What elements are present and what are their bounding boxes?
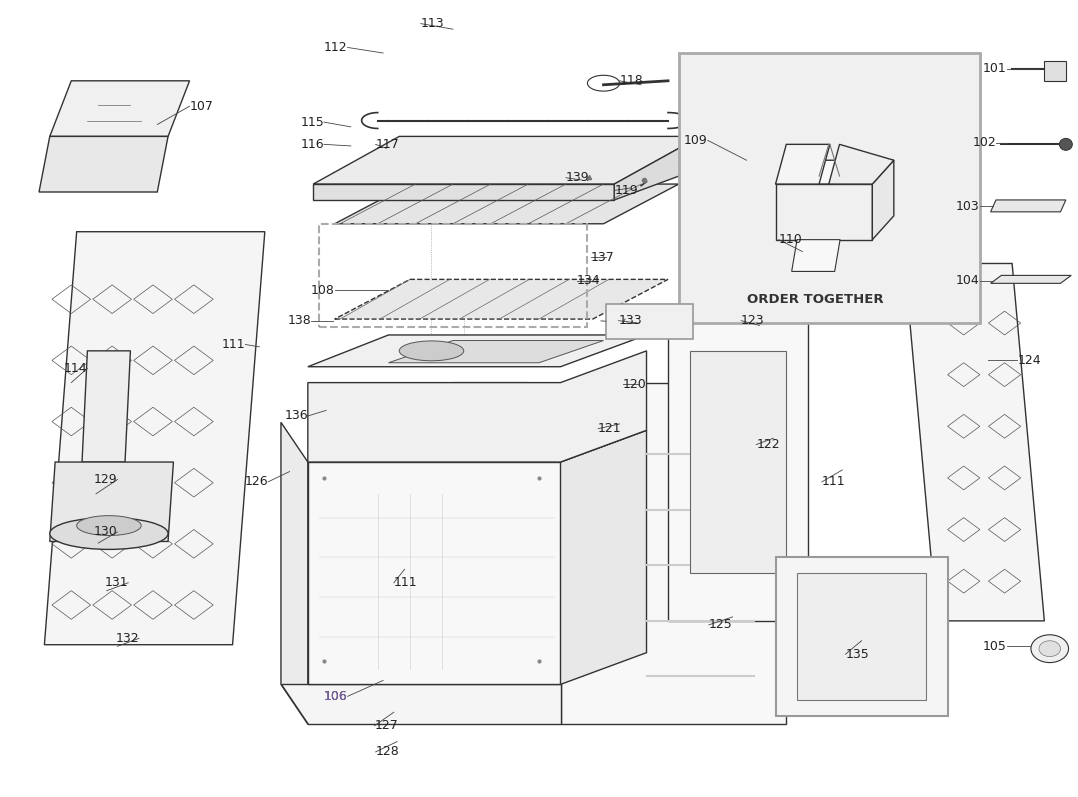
Text: ORDER TOGETHER: ORDER TOGETHER [747, 292, 883, 306]
Text: 101: 101 [983, 62, 1007, 76]
Text: 132: 132 [115, 632, 139, 645]
Polygon shape [50, 80, 190, 136]
Polygon shape [561, 383, 786, 724]
Text: 114: 114 [64, 362, 87, 375]
Text: 102: 102 [972, 136, 996, 149]
Polygon shape [308, 383, 561, 724]
Polygon shape [791, 240, 840, 272]
Text: 109: 109 [685, 134, 708, 147]
Polygon shape [388, 340, 604, 363]
Polygon shape [797, 573, 926, 701]
Text: 110: 110 [778, 234, 802, 246]
Polygon shape [829, 144, 894, 184]
Text: 116: 116 [301, 138, 324, 151]
Polygon shape [281, 685, 561, 724]
Ellipse shape [1031, 634, 1068, 662]
Text: 137: 137 [591, 250, 614, 264]
Polygon shape [991, 276, 1072, 284]
Polygon shape [314, 184, 614, 200]
Polygon shape [561, 430, 647, 685]
Text: 108: 108 [310, 284, 334, 297]
Text: 103: 103 [956, 200, 980, 213]
Text: 121: 121 [598, 422, 622, 435]
Text: 112: 112 [324, 41, 347, 54]
Polygon shape [44, 232, 265, 645]
Text: 107: 107 [190, 100, 213, 112]
Polygon shape [775, 160, 894, 184]
Ellipse shape [399, 341, 464, 361]
Ellipse shape [1039, 641, 1061, 657]
Text: 127: 127 [374, 719, 398, 732]
Text: 106: 106 [323, 690, 347, 703]
Polygon shape [308, 351, 647, 462]
Text: 117: 117 [375, 138, 399, 151]
Text: 139: 139 [566, 171, 590, 184]
Text: 126: 126 [245, 475, 268, 489]
Polygon shape [281, 422, 308, 724]
Polygon shape [775, 144, 830, 184]
Text: 111: 111 [222, 338, 246, 351]
Polygon shape [991, 200, 1066, 212]
Ellipse shape [1060, 139, 1073, 151]
Text: 118: 118 [620, 74, 644, 88]
Polygon shape [872, 160, 894, 240]
Ellipse shape [50, 517, 168, 549]
Text: 119: 119 [614, 184, 638, 197]
Polygon shape [690, 351, 786, 573]
Polygon shape [904, 264, 1045, 621]
Text: 104: 104 [956, 274, 980, 288]
Text: 113: 113 [420, 17, 444, 30]
Text: 120: 120 [623, 378, 647, 391]
Polygon shape [1045, 61, 1066, 80]
Text: 111: 111 [393, 576, 417, 589]
Polygon shape [50, 462, 174, 541]
Polygon shape [775, 184, 872, 240]
Text: 135: 135 [845, 648, 869, 661]
Ellipse shape [77, 516, 141, 536]
Polygon shape [308, 335, 647, 367]
Text: 128: 128 [375, 745, 399, 759]
Text: 124: 124 [1018, 354, 1041, 367]
Text: 131: 131 [105, 576, 128, 589]
Text: 111: 111 [821, 475, 845, 489]
Text: 136: 136 [285, 410, 308, 422]
FancyBboxPatch shape [775, 557, 948, 717]
Polygon shape [334, 280, 668, 319]
Polygon shape [334, 184, 679, 224]
Polygon shape [614, 136, 701, 200]
Polygon shape [82, 351, 130, 462]
Text: 106: 106 [323, 690, 347, 703]
Text: 129: 129 [94, 473, 118, 486]
Polygon shape [39, 136, 168, 192]
Text: 123: 123 [742, 314, 764, 327]
FancyBboxPatch shape [679, 53, 980, 323]
Polygon shape [308, 430, 647, 462]
Text: 125: 125 [709, 618, 733, 631]
Text: 130: 130 [94, 525, 118, 539]
Text: 138: 138 [288, 314, 312, 327]
Text: 133: 133 [619, 314, 642, 327]
Text: 115: 115 [300, 116, 324, 128]
Text: 134: 134 [577, 274, 600, 288]
FancyBboxPatch shape [606, 304, 693, 339]
Polygon shape [308, 462, 561, 685]
Polygon shape [314, 136, 701, 184]
Text: 122: 122 [756, 438, 779, 451]
Polygon shape [668, 319, 807, 621]
Text: 105: 105 [983, 640, 1007, 653]
